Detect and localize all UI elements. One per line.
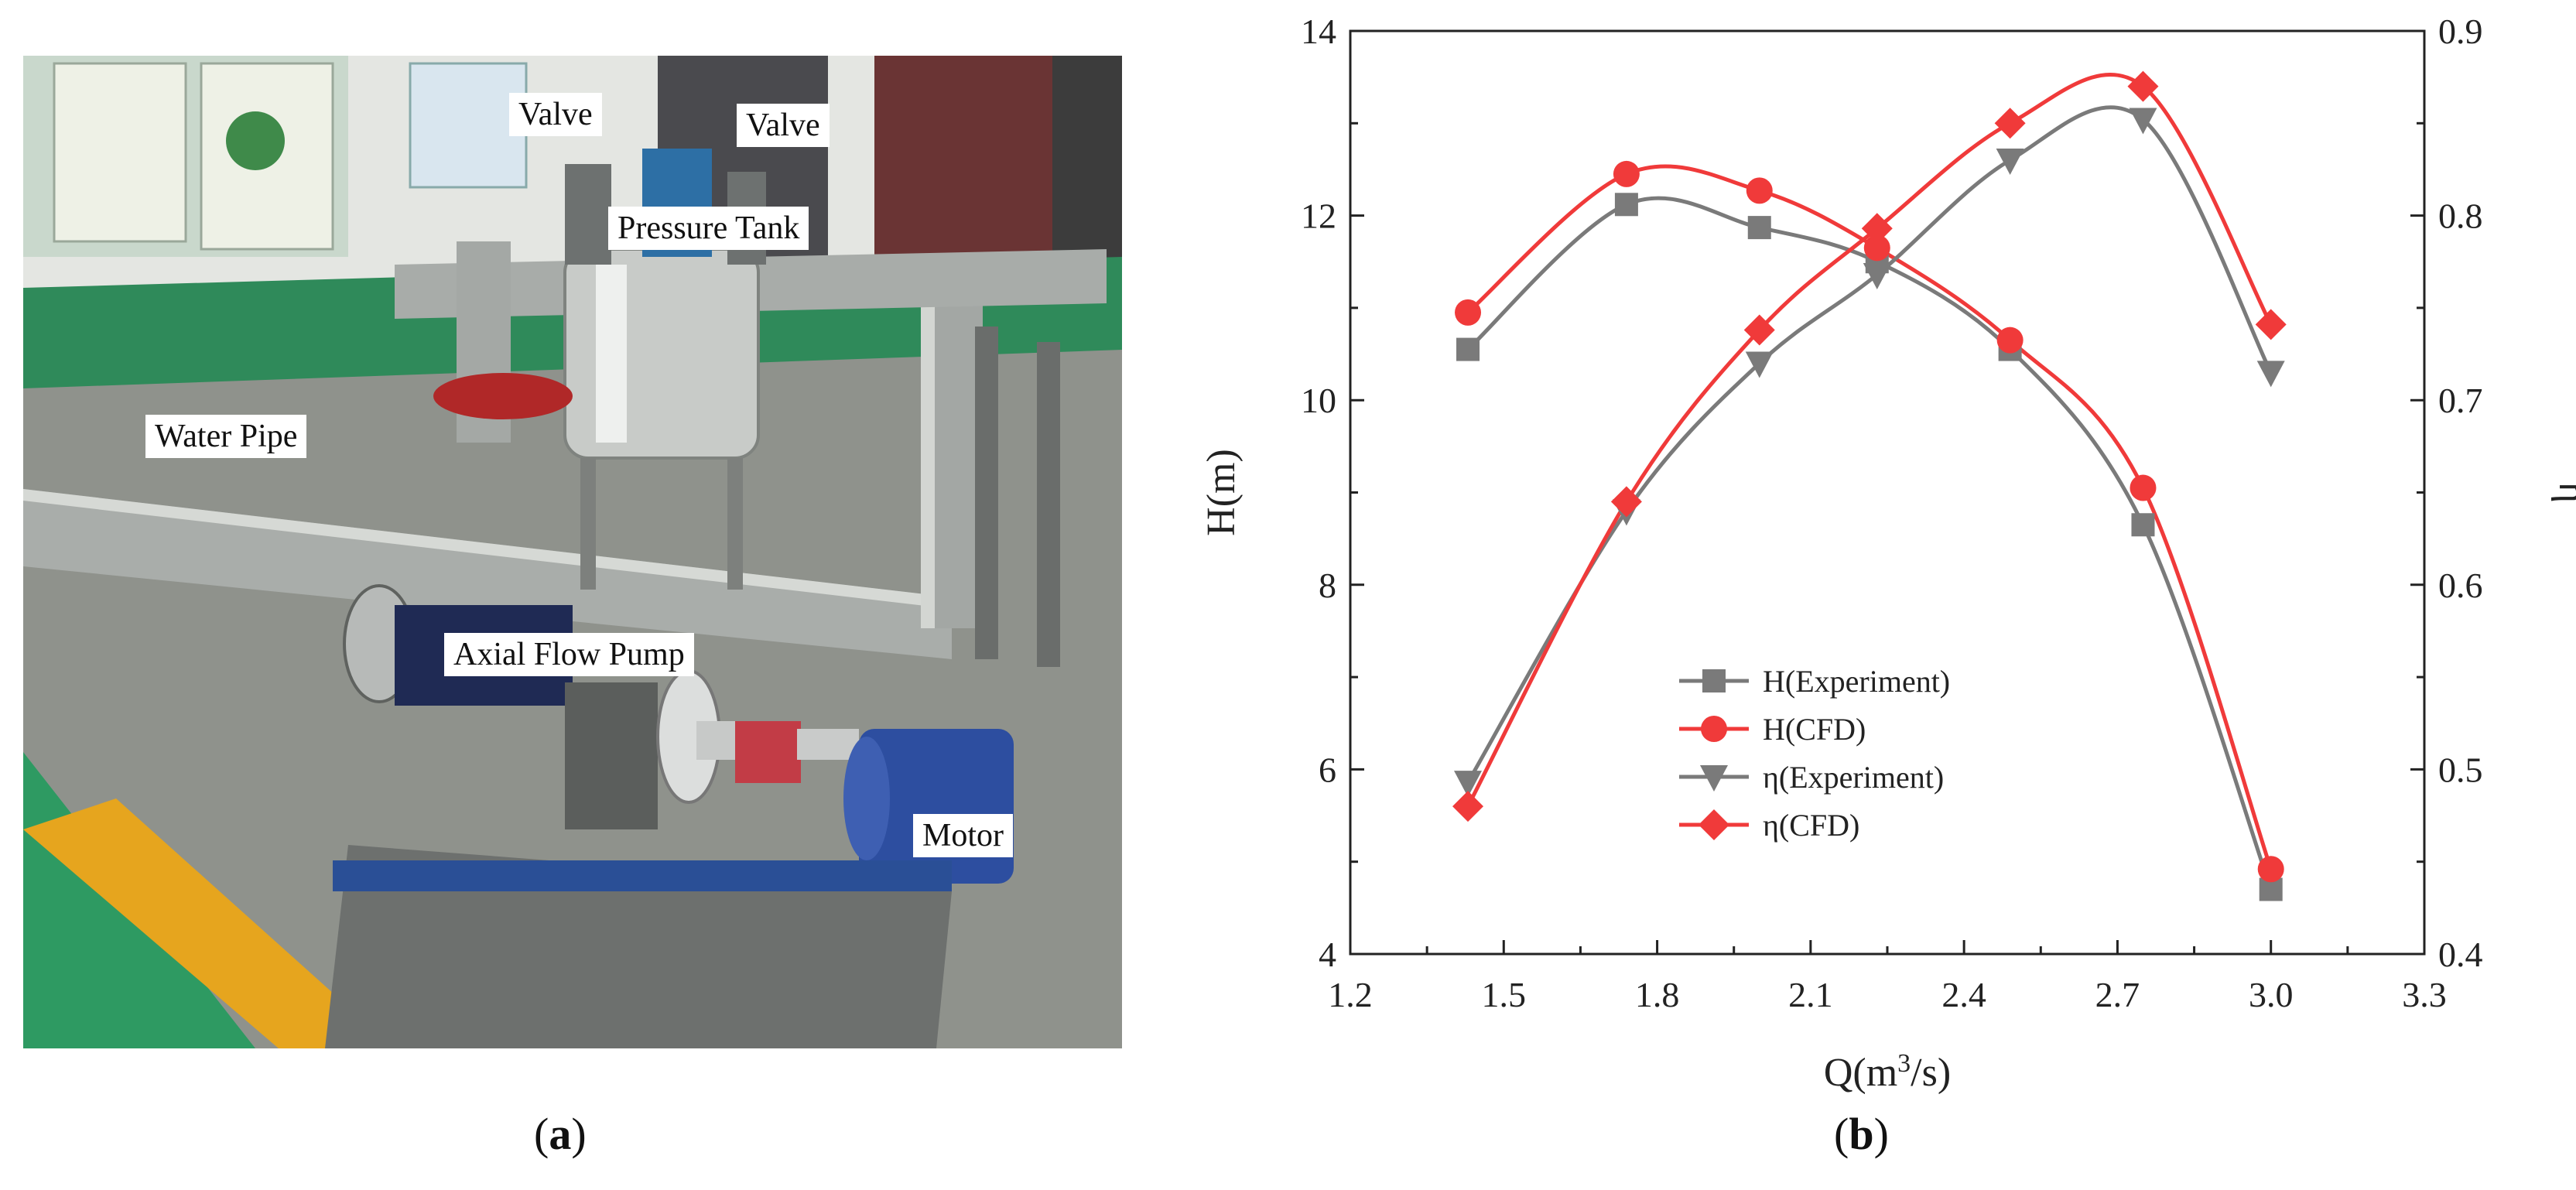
- y-right-tick-label: 0.5: [2438, 750, 2483, 789]
- legend-label: H(Experiment): [1763, 664, 1950, 699]
- y-left-tick-label: 6: [1319, 750, 1336, 789]
- data-point: [1996, 327, 2024, 354]
- data-point: [1863, 262, 1891, 289]
- data-point: [1863, 234, 1890, 262]
- data-point: [1454, 771, 1483, 798]
- pressure-tank-label: Pressure Tank: [608, 207, 809, 250]
- legend-label: H(CFD): [1763, 712, 1866, 747]
- x-tick-label: 2.1: [1788, 975, 1833, 1014]
- data-point: [1747, 216, 1771, 240]
- legend-marker: [1701, 716, 1727, 742]
- plot-frame: [1349, 29, 2426, 956]
- x-tick-label: 3.3: [2402, 975, 2447, 1014]
- data-point: [2131, 513, 2155, 537]
- data-point: [1743, 314, 1775, 346]
- legend-marker: [1700, 765, 1728, 792]
- legend: H(Experiment) H(CFD) η(Experiment) η(CFD): [1679, 664, 1950, 843]
- y-right-tick-label: 0.8: [2438, 197, 2483, 236]
- water-pipe-label: Water Pipe: [145, 415, 307, 458]
- data-point: [1996, 149, 2024, 176]
- axis-ticks: 1.2 1.5 1.8 2.1 2.4 2.7 3.0 3.3 4 6 8 10 12 14 0.4 0.5 0…: [1301, 12, 2483, 1014]
- y-left-tick-label: 10: [1301, 381, 1336, 420]
- data-point: [1994, 108, 2026, 139]
- x-tick-label: 2.4: [1941, 975, 1986, 1014]
- test-rig-illustration: [23, 56, 1122, 1048]
- data-point: [1455, 299, 1482, 326]
- x-tick-label: 1.2: [1328, 975, 1373, 1014]
- y-left-tick-label: 14: [1301, 12, 1336, 51]
- x-tick-label: 2.7: [2095, 975, 2140, 1014]
- data-point: [1613, 160, 1640, 187]
- data-point: [2257, 856, 2284, 883]
- test-rig-photo: Valve Valve Pressure Tank Water Pipe Axi…: [23, 56, 1122, 1048]
- panel-b-caption: (b): [1834, 1109, 1889, 1159]
- y-right-tick-label: 0.7: [2438, 381, 2483, 420]
- y-right-tick-label: 0.6: [2438, 566, 2483, 605]
- panel-a-caption: (a): [534, 1109, 587, 1159]
- data-point: [1861, 213, 1893, 244]
- motor-label: Motor: [913, 814, 1013, 857]
- y-left-tick-label: 12: [1301, 197, 1336, 236]
- x-tick-label: 1.5: [1482, 975, 1527, 1014]
- data-markers: [1452, 70, 2287, 901]
- data-point: [1610, 486, 1642, 518]
- legend-label: η(Experiment): [1763, 760, 1944, 795]
- legend-marker: [1702, 669, 1726, 692]
- data-point: [1745, 351, 1774, 378]
- data-point: [2127, 70, 2159, 102]
- y-right-tick-label: 0.9: [2438, 12, 2483, 51]
- y-axis-left-title: H(m): [1199, 449, 1244, 536]
- data-point: [1614, 193, 1638, 217]
- legend-label: η(CFD): [1763, 808, 1859, 843]
- legend-marker: [1699, 809, 1729, 840]
- data-point: [2256, 361, 2285, 388]
- y-left-tick-label: 8: [1319, 566, 1336, 605]
- y-right-tick-label: 0.4: [2438, 935, 2483, 974]
- y-left-tick-label: 4: [1319, 935, 1336, 974]
- data-point: [2255, 309, 2287, 340]
- valve-left-label: Valve: [509, 93, 602, 136]
- y-axis-right-title: η: [2550, 482, 2576, 503]
- data-point: [1746, 177, 1773, 204]
- data-point: [1456, 337, 1480, 361]
- x-axis-title: Q(m3/s): [1824, 1049, 1951, 1096]
- valve-right-label: Valve: [737, 104, 830, 147]
- data-point: [2130, 474, 2157, 501]
- x-tick-label: 3.0: [2249, 975, 2294, 1014]
- data-point: [1452, 791, 1484, 822]
- axial-flow-pump-label: Axial Flow Pump: [444, 633, 694, 676]
- x-tick-label: 1.8: [1635, 975, 1680, 1014]
- data-point: [2129, 108, 2157, 135]
